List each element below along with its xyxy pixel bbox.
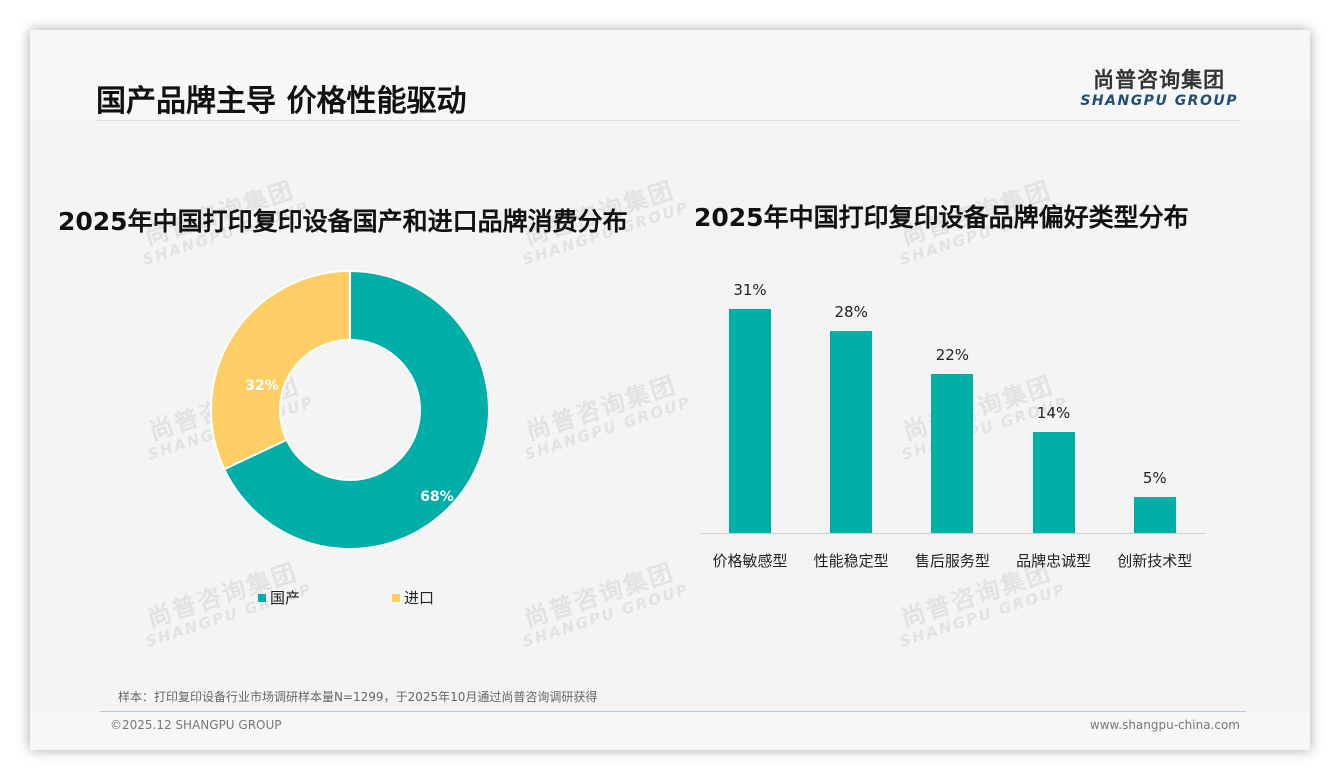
legend-swatch-teal (258, 593, 266, 602)
bar (1032, 431, 1075, 533)
website-link: www.shangpu-china.com (1089, 718, 1240, 732)
bar (729, 309, 771, 533)
bar-value-label: 31% (733, 281, 767, 299)
category-label: 性能稳定型 (813, 552, 889, 570)
bar-value-label: 14% (1036, 403, 1071, 422)
bar (1133, 496, 1176, 533)
footer-divider (100, 711, 1246, 712)
donut-chart-title: 2025年中国打印复印设备国产和进口品牌消费分布 (58, 207, 628, 236)
bar (931, 374, 974, 533)
category-label: 品牌忠诚型 (1016, 552, 1092, 570)
category-label: 创新技术型 (1117, 552, 1193, 570)
donut-label-domestic: 68% (420, 489, 454, 505)
logo-cn-text: 尚普咨询集团 (1093, 68, 1226, 92)
donut-slice (222, 269, 490, 550)
bar-chart: 31% 价格敏感型 28% 性能稳定型 22% 售后服务型 14% 品牌忠诚型 5% 创新技术型 (700, 280, 1206, 580)
donut-slice (210, 269, 351, 471)
bar-value-label: 28% (834, 302, 868, 321)
legend-swatch-yellow (392, 593, 400, 602)
bar-chart-title: 2025年中国打印复印设备品牌偏好类型分布 (694, 203, 1189, 232)
legend-label: 国产 (270, 589, 301, 607)
slide: 国产品牌主导 价格性能驱动 尚普咨询集团 SHANGPU GROUP 尚普咨询集… (30, 30, 1310, 750)
company-logo: 尚普咨询集团 SHANGPU GROUP (1080, 64, 1238, 109)
x-axis-line (700, 533, 1206, 534)
category-label: 价格敏感型 (712, 552, 788, 570)
sample-note: 样本：打印复印设备行业市场调研样本量N=1299，于2025年10月通过尚普咨询… (118, 690, 598, 704)
logo-en-text: SHANGPU GROUP (1080, 93, 1238, 109)
title-divider (96, 120, 1240, 121)
bar (830, 330, 873, 533)
copyright-text: ©2025.12 SHANGPU GROUP (110, 718, 282, 732)
bar-value-label: 22% (935, 346, 970, 365)
page-title: 国产品牌主导 价格性能驱动 (96, 84, 467, 119)
legend-item-import: 进口 (392, 587, 434, 608)
category-label: 售后服务型 (914, 552, 990, 570)
legend-label: 进口 (404, 589, 435, 607)
donut-chart: 68% 32% (210, 269, 490, 550)
donut-label-import: 32% (245, 378, 279, 394)
bar-value-label: 5% (1142, 468, 1167, 487)
header-band (30, 30, 1310, 120)
legend-item-domestic: 国产 (258, 587, 300, 608)
footer-band (30, 712, 1310, 750)
